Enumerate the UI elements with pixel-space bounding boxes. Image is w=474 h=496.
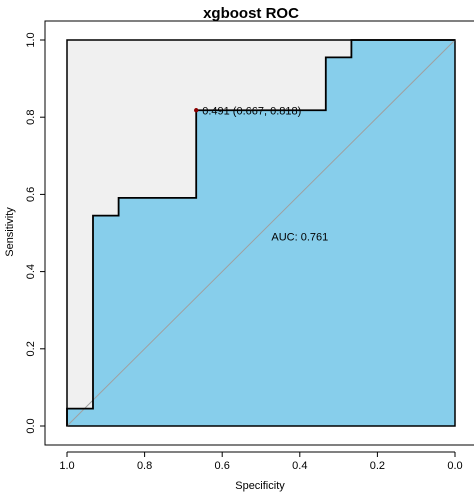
chart-title: xgboost ROC bbox=[203, 5, 299, 22]
x-tick-label: 1.0 bbox=[59, 460, 74, 472]
x-tick-label: 0.8 bbox=[137, 460, 152, 472]
y-tick-label: 0.0 bbox=[25, 418, 37, 433]
diagonal-line bbox=[66, 39, 456, 427]
ideal-region bbox=[67, 40, 455, 426]
roc-region-outline bbox=[66, 39, 456, 427]
y-tick-label: 0.2 bbox=[25, 341, 37, 356]
x-axis-title: Specificity bbox=[235, 480, 285, 492]
y-tick-label: 0.4 bbox=[25, 264, 37, 279]
plot-frame bbox=[44, 20, 474, 446]
auc-label: AUC: 0.761 bbox=[271, 232, 328, 244]
x-tick-label: 0.0 bbox=[447, 460, 462, 472]
x-tick-label: 0.6 bbox=[215, 460, 230, 472]
y-axis-title: Sensitivity bbox=[4, 207, 16, 257]
x-tick-label: 0.4 bbox=[292, 460, 307, 472]
y-tick-label: 0.6 bbox=[25, 187, 37, 202]
y-tick-label: 1.0 bbox=[25, 32, 37, 47]
threshold-label: 0.491 (0.667, 0.818) bbox=[202, 105, 301, 117]
y-tick-label: 0.8 bbox=[25, 110, 37, 125]
x-tick-label: 0.2 bbox=[370, 460, 385, 472]
plot-area bbox=[66, 39, 456, 427]
roc-curve bbox=[66, 39, 455, 426]
threshold-point bbox=[194, 108, 199, 113]
y-axis: 0.0 0.2 0.4 0.6 0.8 1.0 bbox=[25, 32, 46, 434]
x-axis: 1.0 0.8 0.6 0.4 0.2 0.0 bbox=[59, 451, 463, 472]
